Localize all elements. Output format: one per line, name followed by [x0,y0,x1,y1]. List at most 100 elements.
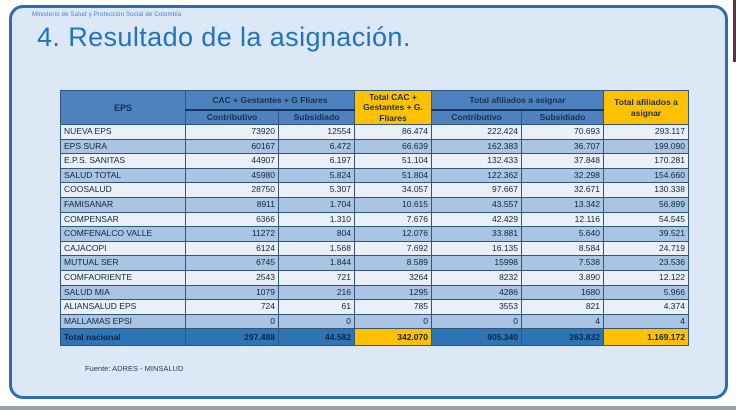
value-cell: 33.881 [431,226,522,242]
value-cell: 10.615 [354,196,432,213]
total-value-cell: 905.340 [431,328,522,347]
table-row: ALIANSALUD EPS 724 61 785 3553 821 4.374 [60,299,689,315]
source-note: Fuente: ADRES - MINSALUD [85,364,184,373]
value-cell: 1079 [185,284,279,301]
eps-name-cell: NUEVA EPS [60,124,186,140]
column-header-total-cac: Total CAC + Gestantes + G. Fliares [354,90,432,125]
table-body: NUEVA EPS 73920 12554 86.474 222.424 70.693 29… [60,124,689,330]
column-header-total-afiliados: Total afiliados a asignar [603,90,689,125]
column-header-eps: EPS [60,90,186,125]
value-cell: 3.890 [521,269,604,286]
value-cell: 293.117 [603,124,689,140]
value-cell: 6.197 [278,153,355,169]
value-cell: 51.104 [354,153,432,169]
value-cell: 12.076 [354,226,432,242]
value-cell: 51.804 [354,167,432,184]
value-cell: 56.899 [603,196,689,213]
table-row: EPS SURA 60167 6.472 66.639 162.383 36.707 199… [60,138,689,155]
value-cell: 222.424 [431,124,522,140]
value-cell: 32.671 [521,182,604,198]
eps-name-cell: COMPENSAR [60,211,186,228]
table-row: COMPENSAR 6366 1.310 7.676 42.429 12.116 54.54… [60,211,689,228]
eps-name-cell: EPS SURA [60,138,186,155]
value-cell: 4 [521,313,604,330]
value-cell: 8.584 [521,240,604,257]
value-cell: 42.429 [431,211,522,228]
table-row: MALLAMAS EPSI 0 0 0 0 4 4 [60,313,689,330]
total-value-cell: 342.070 [354,328,432,347]
value-cell: 5.307 [278,182,355,198]
value-cell: 7.676 [354,211,432,228]
ministry-header: Ministerio de Salud y Protección Social … [32,12,182,18]
table-row: SALUD TOTAL 45980 5.824 51.804 122.362 32.298… [60,167,689,184]
value-cell: 199.090 [603,138,689,155]
value-cell: 724 [185,299,279,315]
value-cell: 5.824 [278,167,355,184]
value-cell: 1.704 [278,196,355,213]
value-cell: 1.310 [278,211,355,228]
value-cell: 4 [603,313,689,330]
value-cell: 0 [185,313,279,330]
value-cell: 804 [278,226,355,242]
bottom-edge-bar [0,406,736,410]
value-cell: 12.122 [603,269,689,286]
value-cell: 132.433 [431,153,522,169]
value-cell: 130.338 [603,182,689,198]
value-cell: 162.383 [431,138,522,155]
column-header-subsidiado-cac: Subsidiado [278,109,355,125]
column-header-contributivo-afiliados: Contributivo [431,109,522,125]
table-row: COMFAORIENTE 2543 721 3264 8232 3.890 12.122 [60,269,689,286]
eps-name-cell: ALIANSALUD EPS [60,299,186,315]
value-cell: 154.660 [603,167,689,184]
value-cell: 0 [431,313,522,330]
table-row: COOSALUD 28750 5.307 34.057 97.667 32.671 130.… [60,182,689,198]
eps-name-cell: FAMISANAR [60,196,186,213]
table-row: CAJACOPI 6124 1.568 7.692 16.135 8.584 24.719 [60,240,689,257]
value-cell: 1.568 [278,240,355,257]
value-cell: 37.848 [521,153,604,169]
screen-edge-artifact [733,0,736,62]
value-cell: 6745 [185,255,279,271]
value-cell: 24.719 [603,240,689,257]
value-cell: 7.538 [521,255,604,271]
value-cell: 44907 [185,153,279,169]
value-cell: 5.966 [603,284,689,301]
value-cell: 8911 [185,196,279,213]
eps-name-cell: MALLAMAS EPSI [60,313,186,330]
value-cell: 11272 [185,226,279,242]
value-cell: 36.707 [521,138,604,155]
value-cell: 97.667 [431,182,522,198]
value-cell: 7.692 [354,240,432,257]
value-cell: 170.281 [603,153,689,169]
page-title: 4. Resultado de la asignación. [37,22,411,52]
value-cell: 721 [278,269,355,286]
value-cell: 15998 [431,255,522,271]
assignment-table: EPS CAC + Gestantes + G Fliares Total CA… [60,90,689,347]
slide-card: Ministerio de Salud y Protección Social … [9,5,728,399]
value-cell: 3553 [431,299,522,315]
value-cell: 32.298 [521,167,604,184]
value-cell: 216 [278,284,355,301]
value-cell: 4286 [431,284,522,301]
eps-name-cell: SALUD TOTAL [60,167,186,184]
value-cell: 4.374 [603,299,689,315]
eps-name-cell: MUTUAL SER [60,255,186,271]
total-value-cell: 263.832 [521,328,604,347]
value-cell: 6366 [185,211,279,228]
eps-name-cell: CAJACOPI [60,240,186,257]
value-cell: 8.589 [354,255,432,271]
value-cell: 73920 [185,124,279,140]
value-cell: 54.545 [603,211,689,228]
value-cell: 34.057 [354,182,432,198]
value-cell: 60167 [185,138,279,155]
eps-name-cell: COMFAORIENTE [60,269,186,286]
value-cell: 1.844 [278,255,355,271]
total-value-cell: 297.488 [185,328,279,347]
eps-name-cell: SALUD MIA [60,284,186,301]
value-cell: 2543 [185,269,279,286]
value-cell: 86.474 [354,124,432,140]
value-cell: 16.135 [431,240,522,257]
value-cell: 6.472 [278,138,355,155]
total-label-cell: Total nacional [60,328,186,347]
total-value-cell: 44.582 [278,328,355,347]
